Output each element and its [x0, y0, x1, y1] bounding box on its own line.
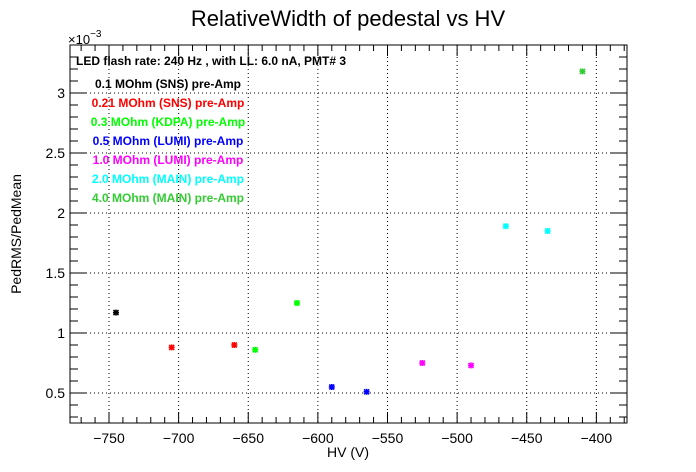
- data-point: [419, 359, 426, 367]
- x-tick-label: −550: [372, 430, 404, 446]
- legend-entry: 0.5 MOhm (LUMI) pre-Amp: [93, 134, 244, 148]
- y-tick-label: 1.5: [46, 265, 66, 281]
- legend-entry: 4.0 MOhm (MAIN) pre-Amp: [92, 191, 244, 205]
- x-tick-label: −450: [511, 430, 543, 446]
- plot-frame: [69, 44, 628, 424]
- y-multiplier-label: ×10−3: [68, 29, 102, 47]
- x-tick-label: −600: [302, 430, 334, 446]
- legend: 0.1 MOhm (SNS) pre-Amp 0.21 MOhm (SNS) pr…: [91, 77, 245, 205]
- data-point: [231, 341, 238, 349]
- x-tick-label: −700: [163, 430, 195, 446]
- y-tick-label: 3: [57, 85, 65, 101]
- y-tick-label: 2: [57, 205, 65, 221]
- y-axis-title: PedRMS/PedMean: [8, 174, 24, 294]
- y-tick-label: 1: [57, 325, 65, 341]
- x-axis-ticks: −750 −700 −650 −600 −550 −500 −450 −400: [80, 45, 625, 446]
- x-tick-label: −400: [581, 430, 613, 446]
- data-point: [502, 223, 509, 230]
- data-point: [112, 309, 120, 316]
- legend-entry: 0.3 MOhm (KDPA) pre-Amp: [91, 115, 245, 129]
- data-point: [363, 388, 370, 395]
- legend-entry: 0.1 MOhm (SNS) pre-Amp: [95, 77, 241, 91]
- y-tick-label: 0.5: [46, 385, 66, 401]
- data-point: [252, 346, 259, 353]
- x-axis-title: HV (V): [327, 444, 369, 460]
- legend-entry: 0.21 MOhm (SNS) pre-Amp: [92, 96, 245, 110]
- data-points: [112, 68, 586, 395]
- data-point: [467, 362, 475, 369]
- y-axis-ticks: 0.5 1 1.5 2 2.5 3: [46, 44, 627, 418]
- legend-title: LED flash rate: 240 Hz , with LL: 6.0 nA…: [76, 54, 346, 68]
- y-tick-label: 2.5: [46, 145, 66, 161]
- data-point: [168, 344, 175, 351]
- data-point: [579, 68, 586, 75]
- chart-title: RelativeWidth of pedestal vs HV: [191, 6, 506, 31]
- x-tick-label: −650: [232, 430, 264, 446]
- x-tick-label: −750: [93, 430, 125, 446]
- x-tick-label: −500: [441, 430, 473, 446]
- data-point: [293, 299, 301, 307]
- legend-entry: 1.0 MOhm (LUMI) pre-Amp: [93, 153, 244, 167]
- data-point: [544, 227, 551, 235]
- data-point: [328, 383, 335, 391]
- legend-entry: 2.0 MOhm (MAIN) pre-Amp: [92, 172, 244, 186]
- gridlines: [70, 45, 627, 423]
